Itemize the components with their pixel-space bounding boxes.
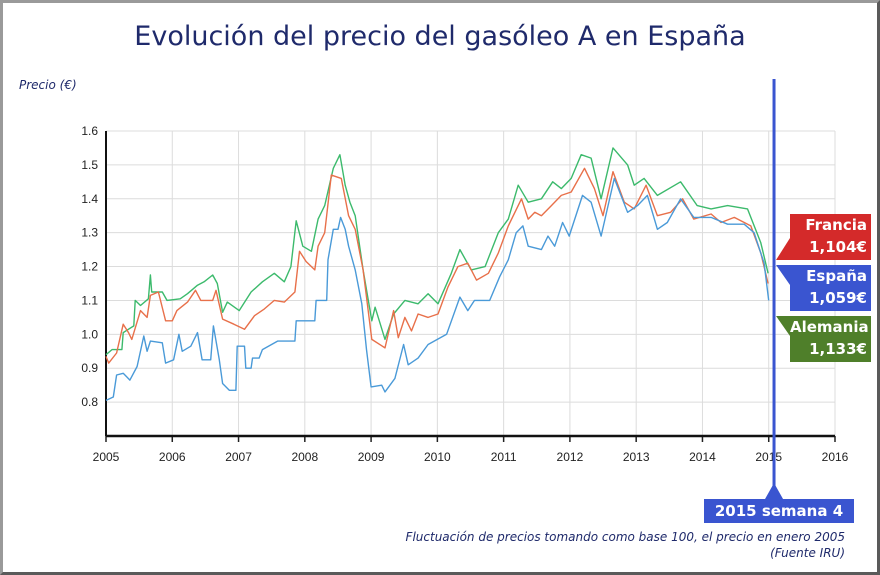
callout-pointer bbox=[776, 265, 790, 285]
y-tick-label: 0.9 bbox=[81, 361, 98, 375]
callout-espana: España 1,059€ bbox=[790, 265, 871, 311]
series-line-francia bbox=[105, 167, 769, 364]
y-tick-label: 1.4 bbox=[81, 192, 98, 206]
y-tick-label: 0.8 bbox=[81, 395, 98, 409]
x-tick-label: 2014 bbox=[689, 450, 716, 464]
footnote: Fluctuación de precios tomando como base… bbox=[406, 529, 845, 561]
x-tick-label: 2007 bbox=[225, 450, 252, 464]
x-tick-label: 2012 bbox=[557, 450, 584, 464]
x-tick-label: 2008 bbox=[291, 450, 318, 464]
series-line-espana bbox=[105, 177, 770, 402]
footnote-line: Fluctuación de precios tomando como base… bbox=[405, 530, 845, 544]
y-tick-label: 1.3 bbox=[81, 226, 98, 240]
y-tick-label: 1.0 bbox=[81, 327, 98, 341]
x-tick-label: 2015 bbox=[755, 450, 782, 464]
y-axis-label: Precio (€) bbox=[19, 78, 77, 92]
callout-country: Alemania bbox=[790, 318, 869, 336]
y-tick-label: 1.1 bbox=[81, 293, 98, 307]
x-tick-label: 2006 bbox=[159, 450, 186, 464]
callout-alemania: Alemania 1,133€ bbox=[790, 316, 871, 362]
callout-pointer bbox=[776, 238, 790, 260]
y-tick-label: 1.6 bbox=[81, 124, 98, 138]
series-line-alemania bbox=[105, 147, 769, 356]
week-marker-label: 2015 semana 4 bbox=[704, 499, 855, 523]
x-tick-label: 2011 bbox=[491, 450, 517, 464]
x-tick-label: 2016 bbox=[822, 450, 849, 464]
footnote-source: (Fuente IRU) bbox=[770, 546, 845, 560]
callout-pointer bbox=[776, 316, 790, 336]
callout-price: 1,133€ bbox=[809, 340, 867, 358]
callout-price: 1,104€ bbox=[809, 238, 867, 256]
line-chart: 2005 2006 2007 2008 2009 2010 2011 2012 2013 2014… bbox=[81, 79, 849, 499]
x-tick-label: 2009 bbox=[358, 450, 385, 464]
week-marker-pointer bbox=[765, 483, 784, 499]
y-tick-label: 1.5 bbox=[81, 158, 98, 172]
y-tick-label: 1.2 bbox=[81, 260, 98, 274]
callout-country: España bbox=[806, 267, 867, 285]
x-tick-label: 2013 bbox=[623, 450, 650, 464]
callout-price: 1,059€ bbox=[809, 289, 867, 307]
callout-francia: Francia 1,104€ bbox=[790, 214, 871, 260]
x-tick-label: 2010 bbox=[424, 450, 451, 464]
chart-title: Evolución del precio del gasóleo A en Es… bbox=[134, 21, 746, 52]
x-tick-label: 2005 bbox=[93, 450, 120, 464]
callout-country: Francia bbox=[805, 216, 867, 234]
